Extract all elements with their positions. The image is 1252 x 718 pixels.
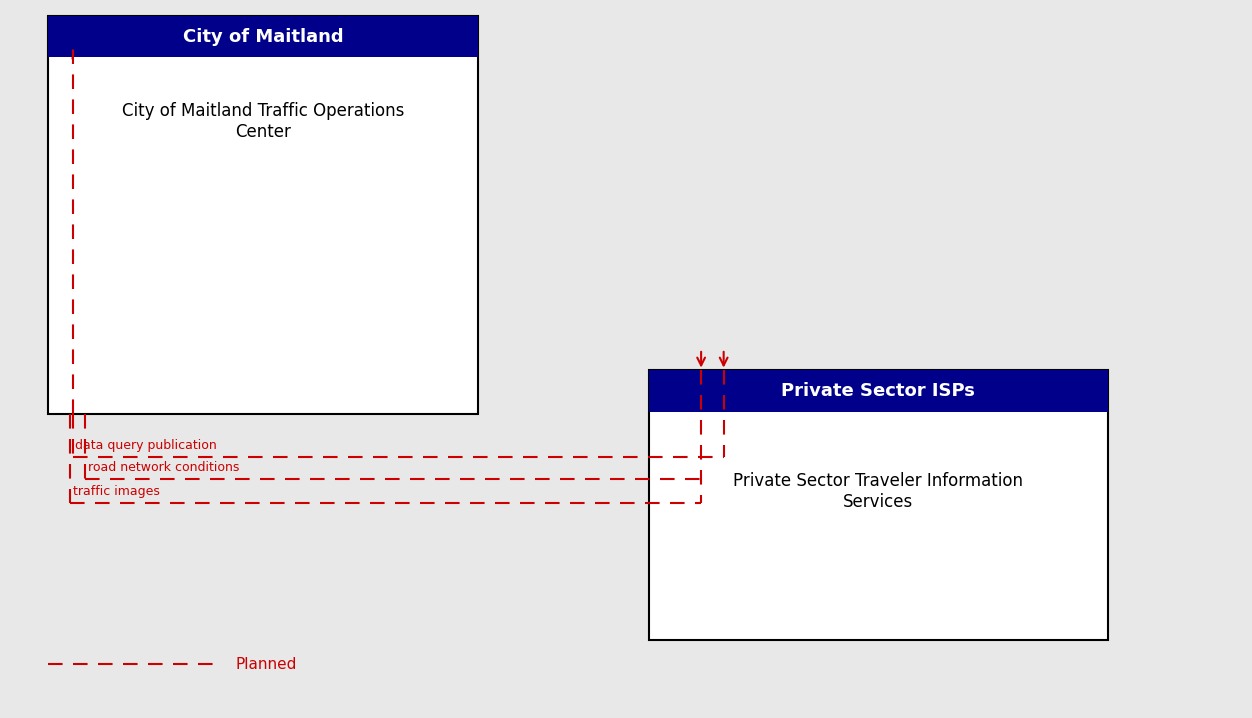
Bar xyxy=(48,16,478,414)
Bar xyxy=(48,16,478,57)
Text: data query publication: data query publication xyxy=(75,439,217,452)
Text: City of Maitland: City of Maitland xyxy=(183,27,343,46)
Text: traffic images: traffic images xyxy=(73,485,159,498)
Text: road network conditions: road network conditions xyxy=(88,461,239,474)
Bar xyxy=(649,370,1108,640)
Text: Private Sector Traveler Information
Services: Private Sector Traveler Information Serv… xyxy=(734,472,1023,511)
Text: City of Maitland Traffic Operations
Center: City of Maitland Traffic Operations Cent… xyxy=(121,102,404,141)
Text: Private Sector ISPs: Private Sector ISPs xyxy=(781,382,975,401)
Text: Planned: Planned xyxy=(235,657,297,671)
Bar xyxy=(649,370,1108,412)
